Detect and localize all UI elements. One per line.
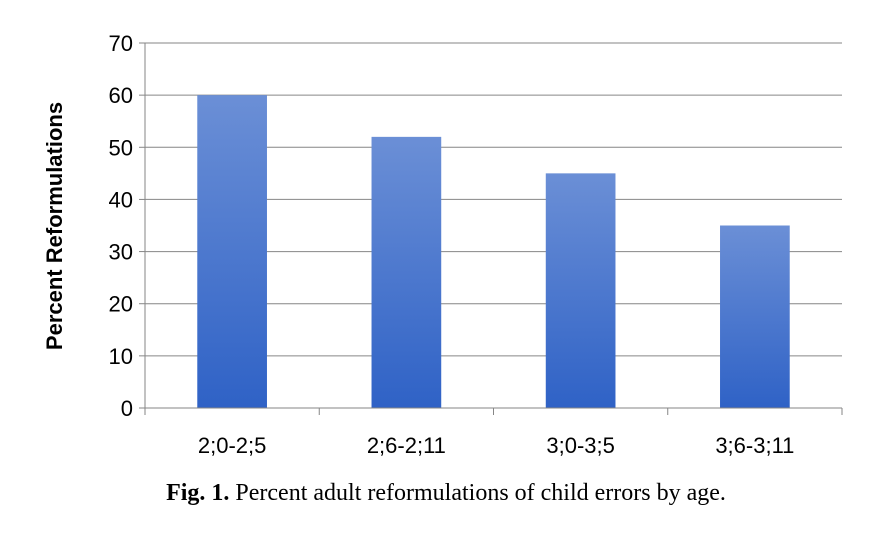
- bar: [545, 173, 616, 408]
- y-tick-label: 0: [121, 396, 133, 421]
- y-tick-label: 10: [109, 344, 133, 369]
- x-tick-label: 2;6-2;11: [367, 433, 446, 458]
- x-tick-label: 3;6-3;11: [715, 433, 794, 458]
- bar-chart: 0 10 20 30 40 50 60 70 2;0-2;5 2;6-2;11 3;0-3;5 3;6…: [42, 31, 843, 458]
- bar: [197, 95, 267, 409]
- caption-label: Fig. 1.: [166, 480, 230, 506]
- y-tick-label: 70: [109, 31, 133, 56]
- y-tick-label: 40: [109, 187, 133, 212]
- caption-text: Percent adult reformulations of child er…: [235, 480, 726, 506]
- axes: [139, 42, 843, 415]
- y-tick-label: 20: [109, 292, 133, 317]
- tick-labels: 0 10 20 30 40 50 60 70 2;0-2;5 2;6-2;11 3;0-3;5 3;6…: [109, 31, 795, 458]
- y-tick-label: 30: [109, 240, 133, 265]
- figure-caption: Fig. 1. Percent adult reformulations of …: [0, 480, 892, 507]
- x-tick-label: 3;0-3;5: [546, 433, 615, 458]
- y-tick-label: 60: [109, 83, 133, 108]
- y-axis-label: Percent Reformulations: [42, 102, 67, 350]
- bar: [371, 136, 442, 408]
- y-tick-label: 50: [109, 135, 133, 160]
- bars: [197, 95, 790, 409]
- bar: [720, 225, 790, 408]
- x-tick-label: 2;0-2;5: [198, 433, 267, 458]
